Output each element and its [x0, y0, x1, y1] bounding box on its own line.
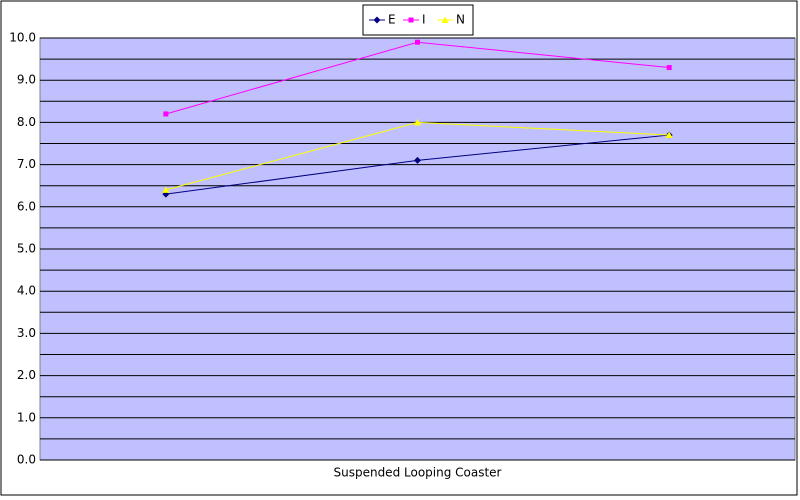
marker — [414, 156, 421, 164]
y-tick-label: 1.0 — [17, 410, 36, 424]
marker — [665, 131, 673, 139]
marker — [408, 17, 414, 23]
y-tick-label: 0.0 — [17, 453, 36, 467]
y-tick-label: 7.0 — [17, 157, 36, 171]
y-tick-label: 10.0 — [9, 31, 36, 45]
y-tick-label: 8.0 — [17, 115, 36, 129]
marker — [415, 39, 420, 45]
marker — [373, 16, 381, 24]
y-tick-label: 3.0 — [17, 326, 36, 340]
marker — [162, 186, 170, 193]
legend-label: E — [388, 13, 396, 27]
legend-label: N — [456, 13, 465, 27]
y-tick-label: 4.0 — [17, 284, 36, 298]
marker — [666, 65, 672, 71]
y-tick-label: 5.0 — [17, 242, 36, 256]
x-tick-label: Suspended Looping Coaster — [333, 466, 501, 480]
marker — [163, 111, 169, 117]
legend-label: I — [422, 13, 426, 27]
marker — [414, 118, 421, 126]
y-tick-label: 9.0 — [17, 73, 36, 87]
y-tick-label: 6.0 — [17, 199, 36, 213]
y-tick-label: 2.0 — [17, 368, 36, 382]
marker — [441, 16, 449, 23]
